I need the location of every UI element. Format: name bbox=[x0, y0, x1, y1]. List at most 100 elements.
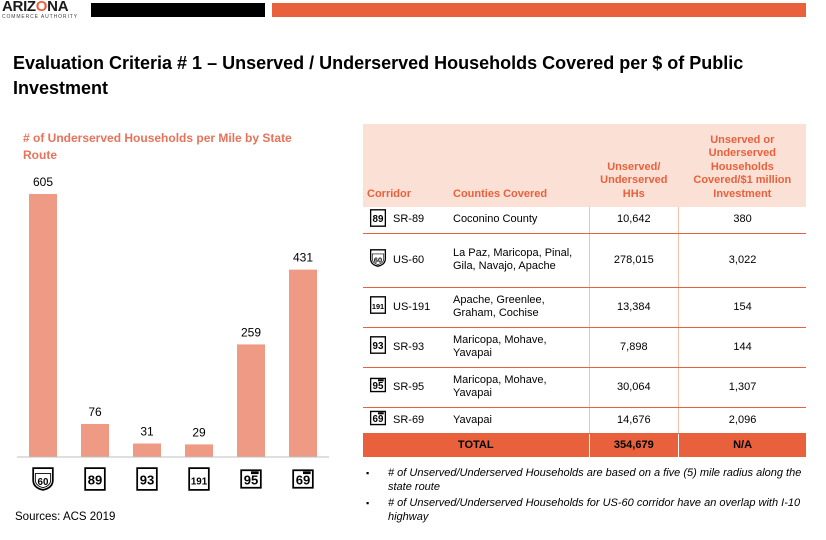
data-label-sr-89: 76 bbox=[88, 405, 102, 419]
corridor-icon-cell: 95 bbox=[363, 367, 389, 408]
us-route-60-shield-icon: 60 bbox=[32, 467, 54, 491]
total-per-million: N/A bbox=[678, 433, 806, 457]
header-per-million: Unserved or Underserved Households Cover… bbox=[678, 124, 806, 207]
chart-title: # of Underserved Households per Mile by … bbox=[23, 131, 292, 162]
corridor-icon-cell: 191 bbox=[363, 287, 389, 328]
table-row: 93 SR-93 Maricopa, Mohave, Yavapai 7,898 144 bbox=[363, 327, 806, 368]
sr-89-shield-icon: 89 bbox=[84, 467, 106, 491]
svg-text:191: 191 bbox=[372, 302, 384, 311]
slide-title: Evaluation Criteria # 1 – Unserved / Und… bbox=[13, 53, 744, 98]
cell-counties: Apache, Greenlee, Graham, Cochise bbox=[449, 287, 589, 328]
cell-counties: Yavapai bbox=[449, 407, 589, 434]
table-row: 60 US-60 La Paz, Maricopa, Pinal, Gila, Na… bbox=[363, 233, 806, 288]
cell-corridor: US-191 bbox=[389, 287, 449, 328]
cell-hhs: 278,015 bbox=[588, 233, 679, 288]
cell-hhs: 7,898 bbox=[588, 327, 679, 368]
bar-us-60 bbox=[29, 194, 57, 457]
svg-text:191: 191 bbox=[191, 476, 208, 487]
cell-per-million: 2,096 bbox=[678, 407, 806, 434]
footnote-2: ▪ # of Unserved/Underserved Households fo… bbox=[366, 496, 806, 524]
header-orange-bar bbox=[272, 3, 806, 17]
svg-text:95: 95 bbox=[244, 472, 259, 487]
bullet-icon: ▪ bbox=[366, 498, 370, 508]
tick-sr-95: 95 bbox=[240, 469, 262, 489]
footnote-1: ▪ # of Unserved/Underserved Households ar… bbox=[366, 466, 806, 494]
corridor-table: Corridor Counties Covered Unserved/ Unde… bbox=[363, 124, 806, 457]
cell-counties: La Paz, Maricopa, Pinal, Gila, Navajo, A… bbox=[449, 233, 589, 288]
us-191-shield-icon: 191 bbox=[369, 296, 387, 314]
cell-per-million: 154 bbox=[678, 287, 806, 328]
table-row: 95 SR-95 Maricopa, Mohave, Yavapai 30,064 1,… bbox=[363, 367, 806, 408]
table-row: 69 SR-69 Yavapai 14,676 2,096 bbox=[363, 407, 806, 434]
svg-text:69: 69 bbox=[373, 414, 384, 425]
logo-text-o: O bbox=[35, 0, 48, 15]
footnotes: ▪ # of Unserved/Underserved Households ar… bbox=[366, 466, 806, 526]
sr-93-shield-icon: 93 bbox=[369, 336, 387, 354]
table-header-row: Corridor Counties Covered Unserved/ Unde… bbox=[363, 124, 806, 207]
tick-sr-69: 69 bbox=[292, 469, 314, 489]
bar-sr-69 bbox=[289, 269, 317, 457]
cell-per-million: 380 bbox=[678, 207, 806, 234]
sr-95-shield-icon: 95 bbox=[369, 377, 387, 393]
data-label-sr-69: 431 bbox=[293, 251, 313, 265]
header-corridor: Corridor bbox=[363, 124, 449, 207]
svg-text:95: 95 bbox=[373, 381, 384, 392]
cell-corridor: SR-89 bbox=[389, 207, 449, 234]
sr-95-shield-icon: 95 bbox=[240, 469, 262, 489]
cell-corridor: SR-93 bbox=[389, 327, 449, 368]
sources-note: Sources: ACS 2019 bbox=[15, 511, 116, 523]
us-191-shield-icon: 191 bbox=[188, 467, 210, 491]
corridor-icon-cell: 89 bbox=[363, 207, 389, 234]
data-label-sr-93: 31 bbox=[140, 425, 154, 439]
footnote-1-text: # of Unserved/Underserved Households are… bbox=[388, 467, 802, 493]
corridor-icon-cell: 69 bbox=[363, 407, 389, 434]
data-label-us-60: 605 bbox=[33, 175, 53, 189]
svg-text:60: 60 bbox=[38, 477, 49, 488]
tick-sr-93: 93 bbox=[136, 467, 158, 491]
header-counties: Counties Covered bbox=[449, 124, 589, 207]
bar-sr-95 bbox=[237, 344, 265, 457]
bar-sr-93 bbox=[133, 443, 161, 457]
data-label-us-191: 29 bbox=[192, 425, 206, 439]
header-hhs: Unserved/ Underserved HHs bbox=[589, 124, 679, 207]
total-label: TOTAL bbox=[363, 433, 589, 457]
cell-per-million: 1,307 bbox=[678, 367, 806, 408]
sr-89-shield-icon: 89 bbox=[369, 208, 387, 227]
table-row: 191 US-191 Apache, Greenlee, Graham, Cochi… bbox=[363, 287, 806, 328]
bar-us-191 bbox=[185, 444, 213, 457]
cell-hhs: 14,676 bbox=[588, 407, 679, 434]
tick-us-191: 191 bbox=[188, 467, 210, 491]
logo-text-b: NA bbox=[47, 0, 69, 15]
cell-per-million: 3,022 bbox=[678, 233, 806, 288]
svg-text:93: 93 bbox=[140, 472, 155, 487]
sr-93-shield-icon: 93 bbox=[136, 467, 158, 491]
svg-text:93: 93 bbox=[373, 341, 384, 352]
corridor-icon-cell: 93 bbox=[363, 327, 389, 368]
svg-text:89: 89 bbox=[373, 214, 384, 225]
data-label-sr-95: 259 bbox=[241, 325, 261, 339]
table-body: 89 SR-89 Coconino County 10,642 380 60 US-60 La… bbox=[363, 207, 806, 457]
cell-hhs: 10,642 bbox=[588, 207, 679, 234]
footnote-2-text: # of Unserved/Underserved Households for… bbox=[388, 497, 801, 523]
total-hhs: 354,679 bbox=[588, 433, 679, 457]
logo-text-a: ARIZ bbox=[2, 0, 36, 15]
cell-counties: Coconino County bbox=[449, 207, 589, 234]
cell-corridor: US-60 bbox=[389, 233, 449, 288]
bar-chart: 605 60 76 89 31 93 29 191 259 95 431 69 bbox=[17, 175, 329, 491]
bullet-icon: ▪ bbox=[366, 468, 370, 478]
cell-corridor: SR-69 bbox=[389, 407, 449, 434]
bar-sr-89 bbox=[81, 423, 109, 457]
table-total-row: TOTAL 354,679 N/A bbox=[363, 433, 806, 457]
svg-text:60: 60 bbox=[374, 256, 382, 265]
header-black-bar bbox=[91, 3, 265, 17]
tick-us-60: 60 bbox=[32, 467, 54, 491]
cell-hhs: 13,384 bbox=[588, 287, 679, 328]
arizona-commerce-authority-logo: ARIZONA COMMERCE AUTHORITY bbox=[2, 0, 86, 20]
corridor-icon-cell: 60 bbox=[363, 233, 389, 288]
sr-69-shield-icon: 69 bbox=[292, 469, 314, 489]
table-row: 89 SR-89 Coconino County 10,642 380 bbox=[363, 207, 806, 234]
cell-hhs: 30,064 bbox=[588, 367, 679, 408]
logo-wordmark: ARIZONA bbox=[2, 0, 86, 15]
cell-per-million: 144 bbox=[678, 327, 806, 368]
logo-subtitle: COMMERCE AUTHORITY bbox=[2, 14, 78, 20]
